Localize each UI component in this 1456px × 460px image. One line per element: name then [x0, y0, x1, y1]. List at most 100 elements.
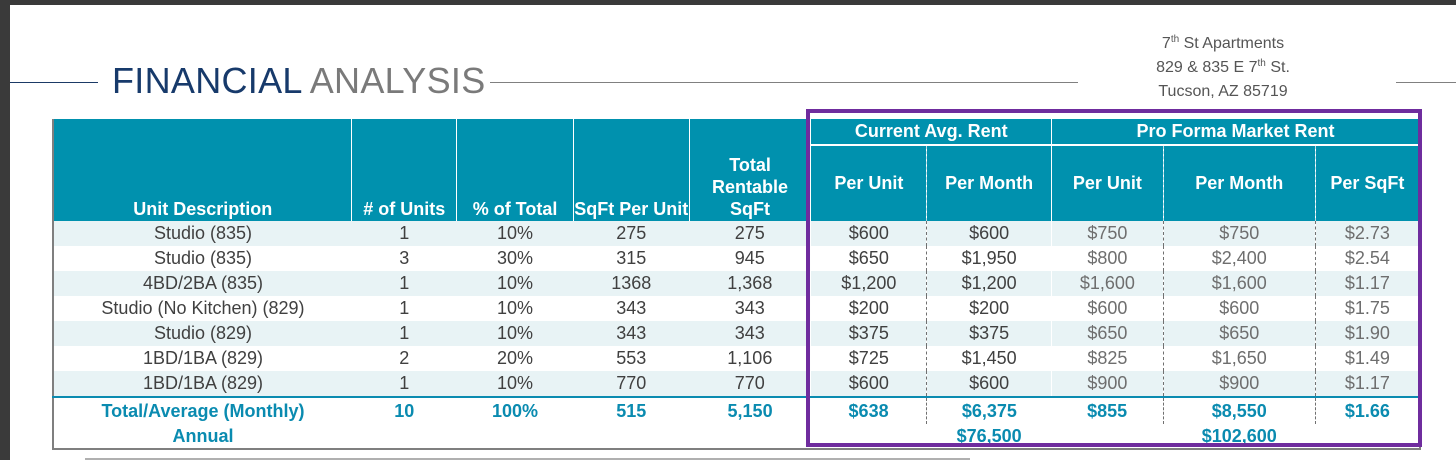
table-row: Studio (No Kitchen) (829) 1 10% 343 343 …	[53, 296, 1420, 321]
cell-num-units: 2	[351, 346, 457, 371]
total-proforma-per-month: $8,550	[1162, 396, 1316, 424]
cell-proforma-per-unit: $600	[1051, 296, 1164, 321]
table-row: Studio (835) 3 30% 315 945 $650 $1,950 $…	[53, 246, 1420, 271]
cell-num-units: 1	[351, 321, 457, 346]
cell-pct-total: 10%	[456, 321, 574, 346]
cell-pct-total: 10%	[456, 371, 574, 397]
cell-unit-description: Studio (No Kitchen) (829)	[53, 296, 352, 321]
annual-empty	[1315, 424, 1420, 449]
annual-empty	[810, 424, 927, 449]
cell-current-per-month: $375	[926, 321, 1052, 346]
cell-proforma-per-unit: $825	[1051, 346, 1164, 371]
group-header-current-rent: Current Avg. Rent	[810, 119, 1052, 146]
cell-unit-description: 1BD/1BA (829)	[53, 346, 352, 371]
title-word-financial: FINANCIAL	[112, 60, 302, 101]
cell-num-units: 3	[351, 246, 457, 271]
group-header-pro-forma-rent: Pro Forma Market Rent	[1051, 119, 1420, 146]
total-pct: 100%	[456, 396, 574, 424]
col-header-pct-total: % of Total	[456, 145, 574, 221]
total-current-per-unit: $638	[810, 396, 927, 424]
address-line-3: Tucson, AZ 85719	[1158, 83, 1288, 100]
cell-current-per-month: $600	[926, 371, 1052, 397]
cell-total-sqft: 343	[689, 296, 811, 321]
header-spacer	[351, 119, 457, 145]
col-header-sqft-per-unit: SqFt Per Unit	[572, 145, 690, 221]
cell-pct-total: 20%	[456, 346, 574, 371]
cell-proforma-per-month: $600	[1162, 296, 1316, 321]
cell-unit-description: 1BD/1BA (829)	[53, 371, 352, 397]
total-proforma-per-sqft: $1.66	[1314, 396, 1420, 424]
cell-sqft-per-unit: 275	[573, 221, 690, 246]
title-word-analysis: ANALYSIS	[309, 60, 486, 101]
cell-sqft-per-unit: 1368	[573, 271, 690, 296]
cell-pct-total: 30%	[456, 246, 574, 271]
property-address: 7th St Apartments 829 & 835 E 7th St. Tu…	[1118, 32, 1328, 104]
cell-num-units: 1	[351, 271, 457, 296]
cell-total-sqft: 945	[689, 246, 811, 271]
table-row: 1BD/1BA (829) 1 10% 770 770 $600 $600 $9…	[53, 371, 1420, 397]
col-header-current-per-month: Per Month	[926, 145, 1052, 221]
cell-proforma-per-sqft: $1.17	[1314, 371, 1420, 397]
cell-proforma-per-month: $750	[1162, 221, 1316, 246]
col-header-proforma-per-unit: Per Unit	[1051, 145, 1164, 221]
cell-current-per-unit: $725	[810, 346, 927, 371]
cell-total-sqft: 343	[689, 321, 811, 346]
cell-current-per-month: $600	[926, 221, 1052, 246]
cell-proforma-per-month: $1,650	[1162, 346, 1316, 371]
title-rule-middle	[490, 82, 1078, 83]
annual-empty	[1051, 424, 1164, 449]
col-header-proforma-per-sqft: Per SqFt	[1314, 145, 1420, 221]
cell-total-sqft: 1,106	[689, 346, 811, 371]
table-row: 1BD/1BA (829) 2 20% 553 1,106 $725 $1,45…	[53, 346, 1420, 371]
cell-proforma-per-month: $650	[1162, 321, 1316, 346]
table-row: 4BD/2BA (835) 1 10% 1368 1,368 $1,200 $1…	[53, 271, 1420, 296]
cell-current-per-unit: $650	[810, 246, 927, 271]
total-num-units: 10	[351, 396, 457, 424]
cell-sqft-per-unit: 770	[573, 371, 690, 397]
cell-proforma-per-month: $1,600	[1162, 271, 1316, 296]
cell-sqft-per-unit: 553	[573, 346, 690, 371]
cell-current-per-unit: $600	[810, 371, 927, 397]
cell-pct-total: 10%	[456, 271, 574, 296]
cell-proforma-per-unit: $900	[1051, 371, 1164, 397]
table-row: Studio (835) 1 10% 275 275 $600 $600 $75…	[53, 221, 1420, 246]
cell-proforma-per-sqft: $2.54	[1314, 246, 1420, 271]
header-spacer	[53, 119, 352, 145]
cell-proforma-per-sqft: $1.90	[1314, 321, 1420, 346]
title-rule-right	[1396, 82, 1456, 83]
title-rule-left	[10, 82, 98, 83]
annual-row: Annual $76,500 $102,600	[53, 424, 1420, 449]
cell-unit-description: 4BD/2BA (835)	[53, 271, 352, 296]
cell-current-per-unit: $600	[810, 221, 927, 246]
col-header-current-per-unit: Per Unit	[810, 145, 927, 221]
cell-sqft-per-unit: 343	[573, 296, 690, 321]
cell-current-per-month: $1,950	[926, 246, 1052, 271]
page-title: FINANCIAL ANALYSIS	[112, 60, 486, 102]
cell-current-per-unit: $375	[810, 321, 927, 346]
cell-sqft-per-unit: 315	[573, 246, 690, 271]
cell-current-per-month: $200	[926, 296, 1052, 321]
cell-total-sqft: 1,368	[689, 271, 811, 296]
header-spacer	[456, 119, 574, 145]
cell-total-sqft: 770	[689, 371, 811, 397]
address-line-1: 7th St Apartments	[1161, 34, 1285, 53]
window-frame-top	[0, 0, 1456, 5]
total-row: Total/Average (Monthly) 10 100% 515 5,15…	[53, 396, 1420, 424]
annual-empty	[573, 424, 690, 449]
annual-proforma-per-month: $102,600	[1163, 424, 1316, 449]
total-proforma-per-unit: $855	[1051, 396, 1164, 424]
cell-num-units: 1	[351, 371, 457, 397]
col-header-proforma-per-month: Per Month	[1162, 145, 1316, 221]
table-row: Studio (829) 1 10% 343 343 $375 $375 $65…	[53, 321, 1420, 346]
cell-num-units: 1	[351, 221, 457, 246]
cell-unit-description: Studio (829)	[53, 321, 352, 346]
financial-table: Current Avg. Rent Pro Forma Market Rent …	[52, 119, 1421, 450]
header-spacer	[688, 119, 811, 145]
annual-empty	[689, 424, 811, 449]
cell-proforma-per-sqft: $1.75	[1314, 296, 1420, 321]
cell-proforma-per-month: $900	[1162, 371, 1316, 397]
col-header-unit-description: Unit Description	[53, 145, 352, 221]
annual-current-per-month: $76,500	[926, 424, 1052, 449]
cell-current-per-month: $1,200	[926, 271, 1052, 296]
col-header-num-units: # of Units	[351, 145, 457, 221]
